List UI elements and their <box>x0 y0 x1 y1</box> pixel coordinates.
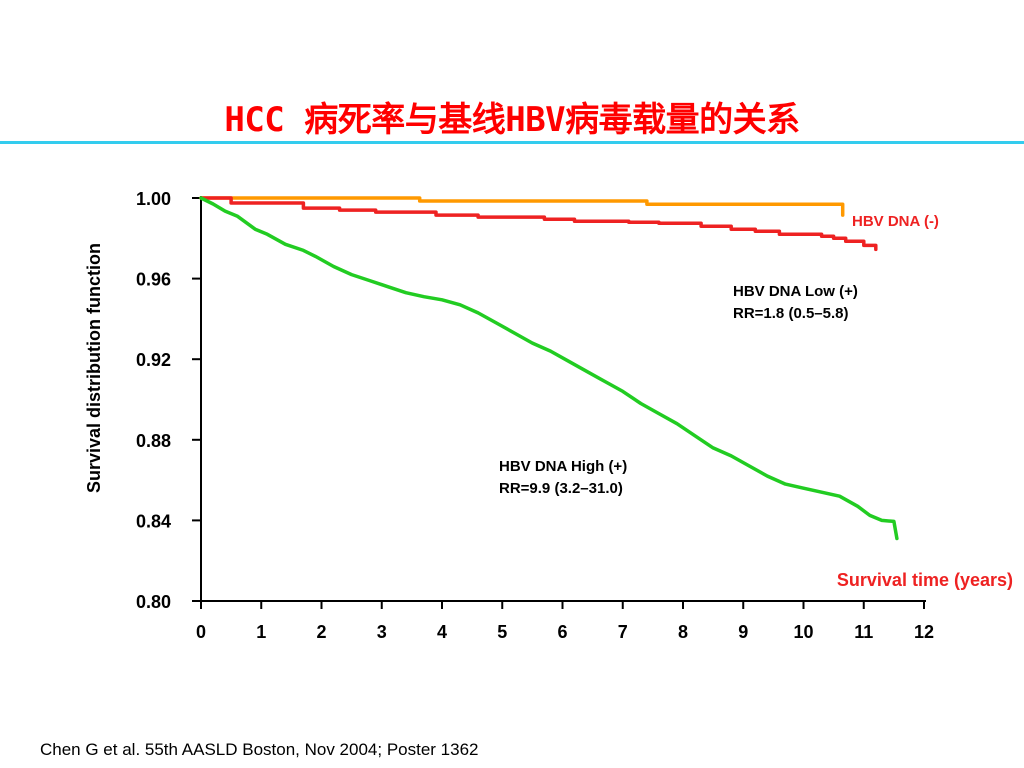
y-tick-label: 0.88 <box>136 431 171 451</box>
annotation-hbv-high-rr: RR=9.9 (3.2–31.0) <box>499 480 623 497</box>
title-divider <box>0 141 1024 144</box>
annotation-hbv-low-rr: RR=1.8 (0.5–5.8) <box>733 305 849 322</box>
y-tick-label: 1.00 <box>136 189 171 209</box>
series-line-hbv-low <box>199 196 878 252</box>
x-tick-label: 5 <box>497 622 507 642</box>
y-tick-label: 0.84 <box>136 511 171 531</box>
x-axis-label: Survival time (years) <box>837 570 1013 590</box>
slide-title: HCC 病死率与基线HBV病毒载量的关系 <box>224 100 800 140</box>
x-tick-label: 10 <box>793 622 813 642</box>
series-group <box>199 196 899 541</box>
x-tick-label: 7 <box>618 622 628 642</box>
x-tick-label: 6 <box>557 622 567 642</box>
series-line-hbv-high <box>199 196 899 541</box>
x-tick-label: 0 <box>196 622 206 642</box>
annotation-hbv-low-label: HBV DNA Low (+) <box>733 283 858 300</box>
axes: 0 1 2 3 4 5 6 7 8 9 10 11 120.800.840.880.920.961.00 <box>136 189 934 642</box>
y-axis-label: Survival distribution function <box>84 243 104 493</box>
x-tick-label: 3 <box>377 622 387 642</box>
source-citation: Chen G et al. 55th AASLD Boston, Nov 200… <box>40 740 479 759</box>
annotation-hbv-high: HBV DNA High (+) RR=9.9 (3.2–31.0) <box>499 456 627 500</box>
annotation-hbv-low: HBV DNA Low (+) RR=1.8 (0.5–5.8) <box>733 281 858 325</box>
annotation-hbv-negative: HBV DNA (-) <box>852 213 939 230</box>
x-tick-label: 4 <box>437 622 447 642</box>
series-line-hbv-negative <box>199 196 845 217</box>
x-tick-label: 12 <box>914 622 934 642</box>
x-tick-label: 8 <box>678 622 688 642</box>
x-tick-label: 2 <box>316 622 326 642</box>
annotation-hbv-high-label: HBV DNA High (+) <box>499 458 628 475</box>
x-tick-label: 11 <box>854 622 873 642</box>
y-tick-label: 0.96 <box>136 270 171 290</box>
x-tick-label: 9 <box>738 622 748 642</box>
x-tick-label: 1 <box>256 622 266 642</box>
y-tick-label: 0.92 <box>136 350 171 370</box>
y-tick-label: 0.80 <box>136 592 171 612</box>
